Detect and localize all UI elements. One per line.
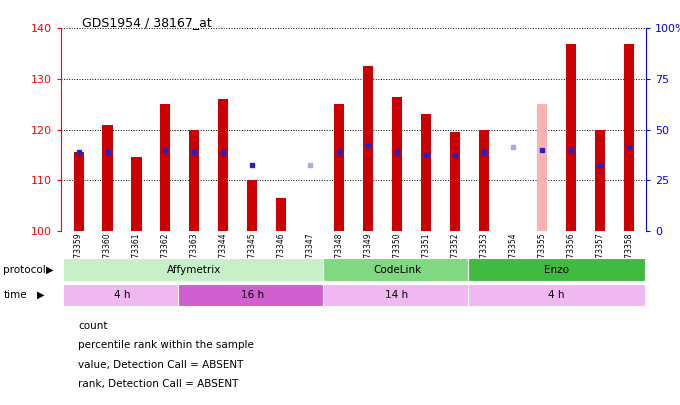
Bar <box>537 104 547 231</box>
Text: ▶: ▶ <box>46 265 54 275</box>
Bar <box>160 104 171 231</box>
Text: count: count <box>78 321 107 331</box>
Bar <box>323 284 471 306</box>
Bar <box>189 130 199 231</box>
Text: 14 h: 14 h <box>386 290 409 300</box>
Bar <box>248 180 257 231</box>
Bar <box>566 43 576 231</box>
Bar <box>73 152 84 231</box>
Text: Enzo: Enzo <box>544 265 568 275</box>
Bar <box>624 43 634 231</box>
Bar <box>276 198 286 231</box>
Bar <box>323 258 471 281</box>
Bar <box>178 284 326 306</box>
Text: 4 h: 4 h <box>548 290 564 300</box>
Bar <box>468 284 645 306</box>
Text: protocol: protocol <box>3 265 46 275</box>
Bar <box>479 130 489 231</box>
Text: time: time <box>3 290 27 300</box>
Bar <box>131 158 141 231</box>
Text: Affymetrix: Affymetrix <box>167 265 222 275</box>
Bar <box>103 124 113 231</box>
Bar <box>468 258 645 281</box>
Bar <box>594 130 605 231</box>
Text: value, Detection Call = ABSENT: value, Detection Call = ABSENT <box>78 360 243 370</box>
Text: GDS1954 / 38167_at: GDS1954 / 38167_at <box>82 16 211 29</box>
Bar <box>334 104 344 231</box>
Bar <box>392 97 402 231</box>
Bar <box>421 114 431 231</box>
Bar <box>63 284 182 306</box>
Text: percentile rank within the sample: percentile rank within the sample <box>78 341 254 350</box>
Text: ▶: ▶ <box>37 290 45 300</box>
Text: 16 h: 16 h <box>241 290 264 300</box>
Bar <box>218 99 228 231</box>
Text: rank, Detection Call = ABSENT: rank, Detection Call = ABSENT <box>78 379 239 389</box>
Bar <box>63 258 326 281</box>
Bar <box>450 132 460 231</box>
Bar <box>363 66 373 231</box>
Text: CodeLink: CodeLink <box>373 265 421 275</box>
Text: 4 h: 4 h <box>114 290 131 300</box>
